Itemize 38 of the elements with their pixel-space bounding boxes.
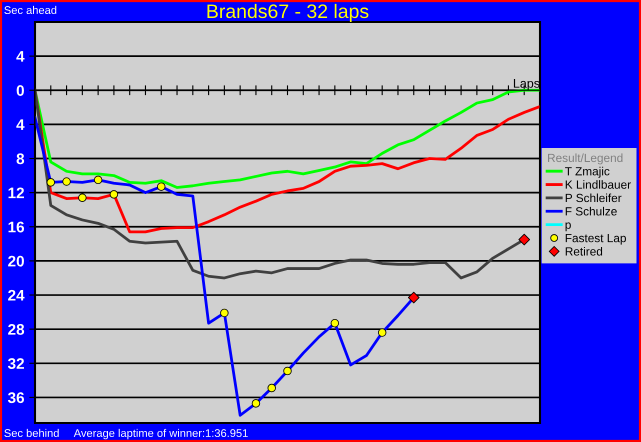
y-tick-label: 4 bbox=[16, 51, 24, 62]
legend-label: Retired bbox=[566, 246, 602, 256]
legend-label: Fastest Lap bbox=[566, 234, 626, 245]
text: Sec ahead bbox=[4, 6, 56, 14]
y-tick-label: 4 bbox=[16, 119, 24, 130]
point bbox=[408, 292, 420, 304]
point bbox=[518, 234, 530, 246]
y-tick-label: 32 bbox=[8, 358, 24, 369]
y-tick-label: 12 bbox=[8, 188, 24, 198]
point bbox=[252, 399, 260, 408]
y-tick-label: 16 bbox=[8, 222, 24, 232]
legend-label: p bbox=[566, 222, 571, 232]
y-tick-label: 20 bbox=[8, 256, 24, 267]
point bbox=[157, 182, 166, 191]
point bbox=[62, 177, 71, 186]
point bbox=[267, 384, 276, 392]
legend-label: P Schleifer bbox=[566, 193, 622, 202]
y-tick-label: 8 bbox=[16, 153, 24, 164]
point bbox=[94, 176, 102, 184]
legend-label: K Lindlbauer bbox=[566, 180, 631, 189]
point bbox=[220, 308, 229, 318]
point bbox=[46, 178, 56, 187]
text: Average laptime of winner:1:36.951 bbox=[74, 428, 248, 440]
x-axis-title: Laps bbox=[514, 79, 540, 90]
point bbox=[378, 328, 386, 337]
y-tick-label: 24 bbox=[8, 290, 25, 301]
point bbox=[78, 194, 87, 202]
y-tick-label: 36 bbox=[8, 392, 24, 404]
text: Sec behind bbox=[4, 428, 59, 438]
point bbox=[110, 190, 118, 199]
point bbox=[330, 318, 340, 328]
chart-title: Brands67 - 32 laps bbox=[207, 4, 368, 22]
legend-title: Result/Legend bbox=[548, 153, 622, 164]
legend-label: F Schulze bbox=[566, 206, 617, 216]
legend-label: T Zmajic bbox=[565, 166, 610, 178]
point bbox=[283, 366, 292, 376]
y-tick-label: 28 bbox=[8, 324, 24, 335]
y-tick-label: 0 bbox=[16, 85, 24, 96]
